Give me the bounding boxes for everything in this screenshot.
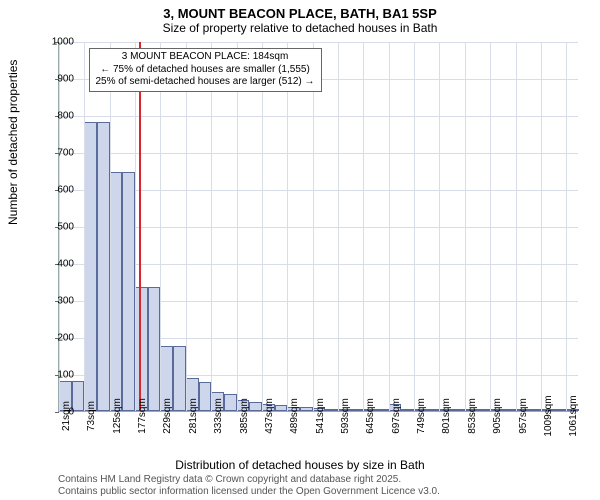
histogram-bar — [478, 409, 491, 411]
histogram-bar — [110, 172, 123, 411]
annotation-box: 3 MOUNT BEACON PLACE: 184sqm← 75% of det… — [89, 48, 322, 92]
y-tick-label: 400 — [38, 259, 74, 270]
gridline-v — [541, 42, 542, 411]
chart-area: 3 MOUNT BEACON PLACE: 184sqm← 75% of det… — [58, 42, 578, 412]
histogram-bar — [173, 346, 186, 411]
histogram-bar — [300, 407, 313, 411]
histogram-bar — [376, 409, 389, 411]
histogram-bar — [224, 394, 237, 411]
gridline-h — [59, 116, 578, 117]
histogram-bar — [401, 409, 414, 411]
x-tick-label: 177sqm — [137, 398, 148, 434]
gridline-v — [135, 42, 136, 411]
annotation-line-1: 3 MOUNT BEACON PLACE: 184sqm — [96, 51, 315, 64]
x-tick-label: 385sqm — [239, 398, 250, 434]
footer-line-1: Contains HM Land Registry data © Crown c… — [58, 474, 440, 486]
gridline-v — [287, 42, 288, 411]
plot-area: 3 MOUNT BEACON PLACE: 184sqm← 75% of det… — [58, 42, 578, 412]
footer-line-2: Contains public sector information licen… — [58, 486, 440, 498]
x-tick-label: 73sqm — [86, 401, 97, 431]
gridline-v — [110, 42, 111, 411]
x-tick-label: 125sqm — [112, 398, 123, 434]
gridline-v — [363, 42, 364, 411]
histogram-bar — [97, 122, 110, 411]
histogram-bar — [199, 382, 212, 411]
y-tick-label: 1000 — [38, 37, 74, 48]
x-tick-label: 541sqm — [315, 398, 326, 434]
chart-title-sub: Size of property relative to detached ho… — [0, 21, 600, 35]
x-tick-label: 333sqm — [213, 398, 224, 434]
x-tick-label: 749sqm — [416, 398, 427, 434]
annotation-line-3: 25% of semi-detached houses are larger (… — [96, 76, 315, 89]
histogram-bar — [135, 287, 148, 411]
histogram-bar — [122, 172, 135, 411]
x-tick-label: 645sqm — [365, 398, 376, 434]
histogram-bar — [249, 402, 262, 411]
y-tick-label: 500 — [38, 222, 74, 233]
histogram-bar — [427, 409, 440, 411]
histogram-bar — [452, 409, 465, 411]
y-tick-label: 900 — [38, 74, 74, 85]
gridline-v — [439, 42, 440, 411]
x-tick-label: 905sqm — [492, 398, 503, 434]
histogram-bar — [84, 122, 97, 411]
x-tick-label: 1061sqm — [568, 395, 579, 436]
histogram-bar — [503, 409, 516, 411]
gridline-h — [59, 190, 578, 191]
y-tick-label: 200 — [38, 333, 74, 344]
gridline-v — [262, 42, 263, 411]
reference-line — [139, 42, 141, 411]
x-tick-label: 697sqm — [391, 398, 402, 434]
histogram-bar — [325, 409, 338, 411]
gridline-v — [490, 42, 491, 411]
y-tick-label: 700 — [38, 148, 74, 159]
gridline-h — [59, 153, 578, 154]
gridline-h — [59, 227, 578, 228]
gridline-v — [566, 42, 567, 411]
gridline-v — [313, 42, 314, 411]
histogram-bar — [528, 409, 541, 411]
y-tick-label: 100 — [38, 370, 74, 381]
gridline-v — [186, 42, 187, 411]
x-tick-label: 957sqm — [518, 398, 529, 434]
gridline-v — [237, 42, 238, 411]
x-tick-label: 1009sqm — [543, 395, 554, 436]
chart-title-main: 3, MOUNT BEACON PLACE, BATH, BA1 5SP — [0, 6, 600, 21]
gridline-v — [414, 42, 415, 411]
y-axis-label: Number of detached properties — [6, 60, 20, 225]
gridline-v — [84, 42, 85, 411]
histogram-bar — [148, 287, 161, 411]
x-tick-label: 21sqm — [61, 401, 72, 431]
chart-title-block: 3, MOUNT BEACON PLACE, BATH, BA1 5SP Siz… — [0, 0, 600, 35]
gridline-h — [59, 264, 578, 265]
x-tick-label: 853sqm — [467, 398, 478, 434]
y-tick-label: 600 — [38, 185, 74, 196]
gridline-v — [211, 42, 212, 411]
x-tick-label: 281sqm — [188, 398, 199, 434]
histogram-bar — [554, 409, 567, 411]
x-tick-label: 437sqm — [264, 398, 275, 434]
footer-attribution: Contains HM Land Registry data © Crown c… — [58, 474, 440, 498]
histogram-bar — [275, 405, 288, 411]
gridline-v — [389, 42, 390, 411]
x-tick-label: 593sqm — [340, 398, 351, 434]
x-tick-label: 489sqm — [289, 398, 300, 434]
y-tick-label: 300 — [38, 296, 74, 307]
gridline-v — [338, 42, 339, 411]
gridline-v — [516, 42, 517, 411]
x-axis-label: Distribution of detached houses by size … — [0, 458, 600, 472]
histogram-bar — [351, 409, 364, 411]
gridline-v — [465, 42, 466, 411]
x-tick-label: 229sqm — [162, 398, 173, 434]
gridline-v — [160, 42, 161, 411]
y-tick-label: 800 — [38, 111, 74, 122]
x-tick-label: 801sqm — [441, 398, 452, 434]
annotation-line-2: ← 75% of detached houses are smaller (1,… — [96, 64, 315, 77]
gridline-h — [59, 42, 578, 43]
